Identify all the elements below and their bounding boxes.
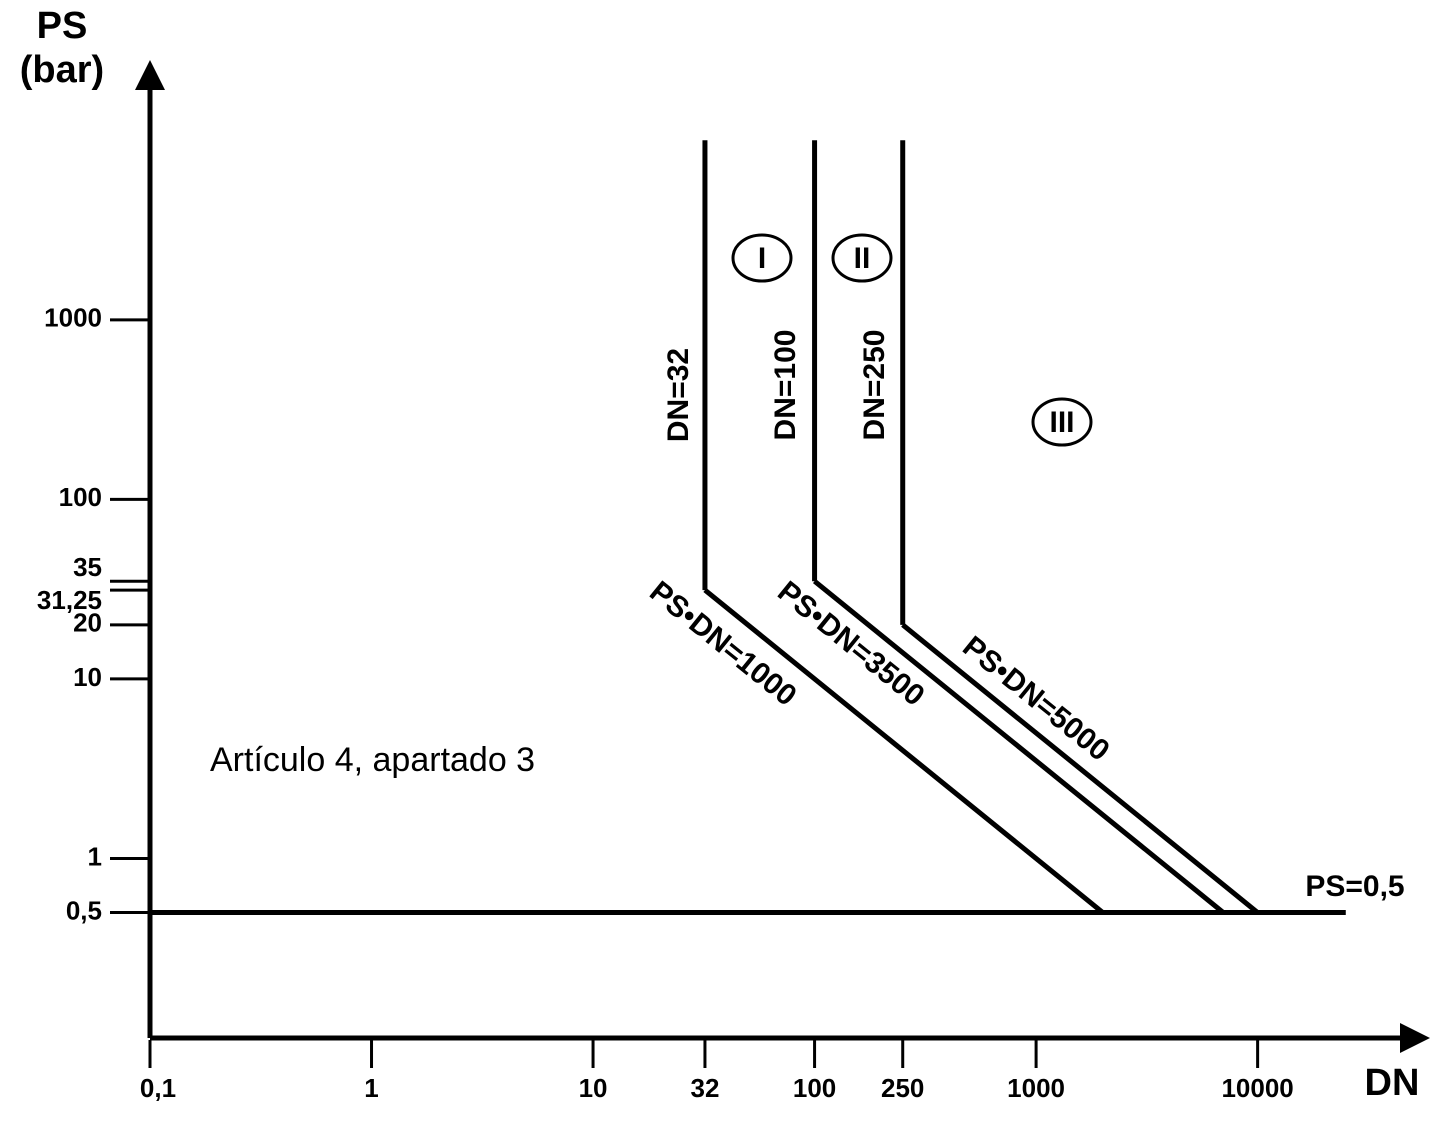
y-tick-label: 31,25 bbox=[37, 585, 102, 615]
x-tick-label: 100 bbox=[793, 1073, 836, 1103]
y-tick-label: 35 bbox=[73, 552, 102, 582]
zone-circle bbox=[1031, 397, 1093, 447]
series-label: PS=0,5 bbox=[1305, 870, 1404, 903]
series-label: DN=100 bbox=[769, 330, 802, 441]
y-tick-label: 1000 bbox=[44, 303, 102, 333]
y-tick-label: 10 bbox=[73, 662, 102, 692]
series-label: DN=32 bbox=[662, 348, 695, 442]
series-line bbox=[703, 588, 1105, 915]
zone-circle bbox=[731, 233, 793, 283]
zone-label: III bbox=[1049, 406, 1074, 439]
x-tick-label: 0,1 bbox=[140, 1073, 176, 1103]
zone-label: II bbox=[854, 242, 871, 275]
series-line bbox=[812, 579, 1225, 915]
x-axis-label: DN bbox=[1365, 1062, 1420, 1104]
y-axis-label: (bar) bbox=[20, 49, 104, 91]
y-tick-label: 0,5 bbox=[66, 895, 102, 925]
x-tick-label: 10 bbox=[579, 1073, 608, 1103]
x-tick-label: 10000 bbox=[1221, 1073, 1293, 1103]
x-tick-label: 32 bbox=[690, 1073, 719, 1103]
y-axis-label: PS bbox=[37, 5, 88, 47]
annotation: Artículo 4, apartado 3 bbox=[210, 741, 535, 779]
zone-label: I bbox=[758, 242, 766, 275]
y-tick-label: 20 bbox=[73, 608, 102, 638]
series-line bbox=[901, 622, 1260, 915]
series-label: PS•DN=5000 bbox=[956, 630, 1115, 768]
y-tick-label: 1 bbox=[88, 841, 102, 871]
x-tick-label: 1 bbox=[364, 1073, 378, 1103]
zone-circle bbox=[831, 233, 893, 283]
series-label: DN=250 bbox=[858, 330, 891, 441]
y-tick-label: 100 bbox=[59, 482, 102, 512]
x-tick-label: 250 bbox=[881, 1073, 924, 1103]
x-tick-label: 1000 bbox=[1007, 1073, 1065, 1103]
